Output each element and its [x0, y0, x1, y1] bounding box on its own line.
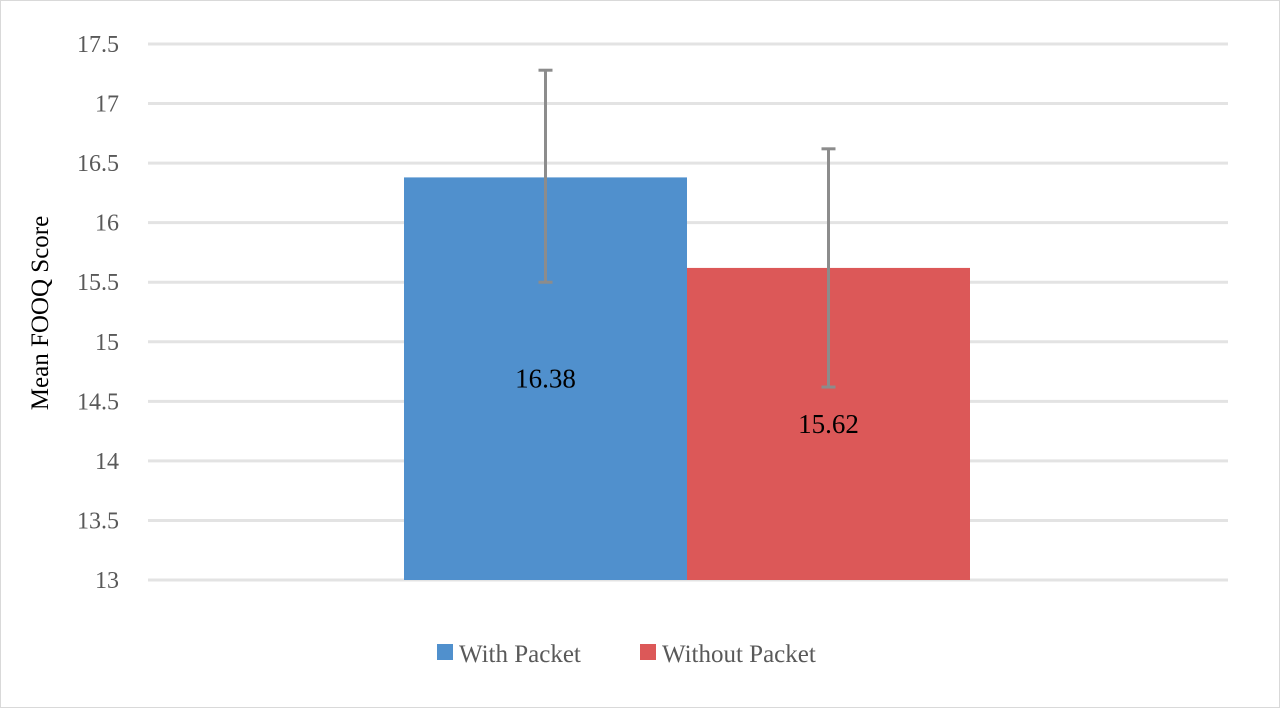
y-tick-label: 17: [95, 92, 119, 118]
data-label: 15.62: [798, 409, 859, 439]
legend-swatch: [437, 644, 453, 660]
legend-item: With Packet: [437, 641, 581, 668]
legend-swatch: [640, 644, 656, 660]
y-tick-label: 16: [95, 211, 119, 237]
y-tick-label: 13: [95, 568, 119, 594]
y-axis-ticks: 13 13.5 14 14.5 15 15.5 16 16.5 17 17.5: [77, 32, 119, 594]
data-labels: 16.38 15.62: [515, 364, 859, 439]
y-tick-label: 14: [95, 449, 119, 475]
legend: With Packet Without Packet: [437, 641, 816, 668]
y-tick-label: 17.5: [77, 32, 119, 58]
bars: [404, 177, 970, 580]
y-tick-label: 15.5: [77, 270, 119, 296]
legend-item: Without Packet: [640, 641, 816, 668]
y-tick-label: 15: [95, 330, 119, 356]
legend-label: With Packet: [459, 641, 581, 668]
error-bars: [538, 68, 836, 389]
y-tick-label: 13.5: [77, 508, 119, 534]
y-axis-label: Mean FOOQ Score: [27, 216, 54, 410]
legend-label: Without Packet: [662, 641, 816, 668]
y-tick-label: 16.5: [77, 151, 119, 177]
data-label: 16.38: [515, 364, 576, 394]
y-tick-label: 14.5: [77, 389, 119, 415]
gridlines: [148, 42, 1228, 582]
